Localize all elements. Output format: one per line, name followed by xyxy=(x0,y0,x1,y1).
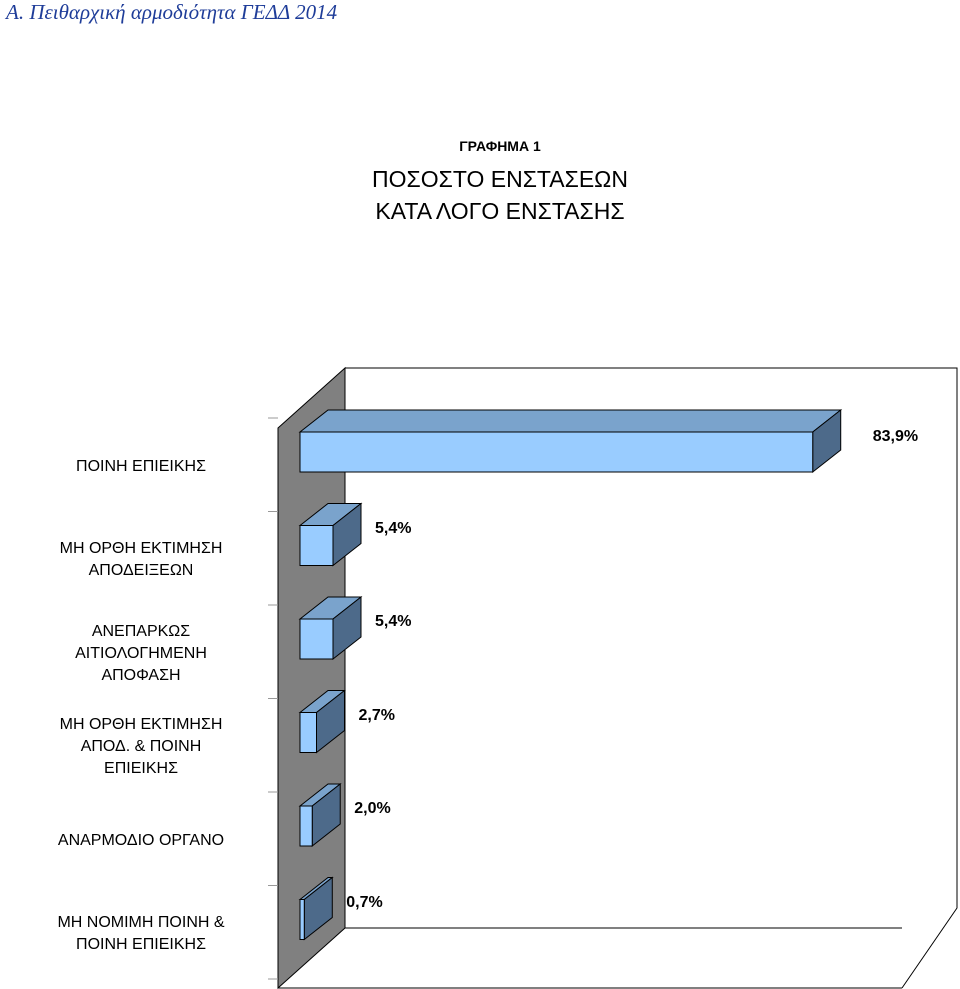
category-label: ΠΟΙΝΗ ΕΠΙΕΙΚΗΣ xyxy=(76,457,206,475)
bar-top-face xyxy=(298,409,843,433)
bar xyxy=(299,712,317,753)
chart-title-line-1: ΠΟΣΟΣΤΟ ΕΝΣΤΑΣΕΩΝ xyxy=(372,166,628,192)
bar xyxy=(299,899,305,940)
category-label: ΜΗ ΝΟΜΙΜΗ ΠΟΙΝΗ & ΠΟΙΝΗ ΕΠΙΕΙΚΗΣ xyxy=(57,914,225,954)
data-label: 0,7% xyxy=(346,893,383,911)
category-label: ΑΝΑΡΜΟΔΙΟ ΟΡΓΑΝΟ xyxy=(57,831,225,849)
chart-number: ΓΡΑΦΗΜΑ 1 xyxy=(459,138,541,154)
data-label: 83,9% xyxy=(872,428,919,445)
category-label: ΜΗ ΟΡΘΗ ΕΚΤΙΜΗΣΗ ΑΠΟΔΕΙΞΕΩΝ xyxy=(59,540,223,580)
data-label: 5,4% xyxy=(375,519,412,537)
plot-frame xyxy=(345,367,958,989)
data-label: 5,4% xyxy=(375,613,412,630)
chart-title-line-2: ΚΑΤΑ ΛΟΓΟ ΕΝΣΤΑΣΗΣ xyxy=(375,198,625,224)
bar xyxy=(299,431,814,473)
bar xyxy=(299,805,313,847)
bar xyxy=(299,525,334,566)
category-label: ΑΝΕΠΑΡΚΩΣ ΑΙΤΙΟΛΟΓΗΜΕΝΗ ΑΠΟΦΑΣΗ xyxy=(75,622,207,684)
bar xyxy=(299,618,334,660)
category-label: ΜΗ ΟΡΘΗ ΕΚΤΙΜΗΣΗ ΑΠΟΔ. & ΠΟΙΝΗ ΕΠΙΕΙΚΗΣ xyxy=(59,716,223,778)
document-heading: Α. Πειθαρχική αρμοδιότητα ΓΕΔΔ 2014 xyxy=(6,0,338,24)
data-label: 2,0% xyxy=(354,800,391,817)
data-label: 2,7% xyxy=(358,706,395,724)
